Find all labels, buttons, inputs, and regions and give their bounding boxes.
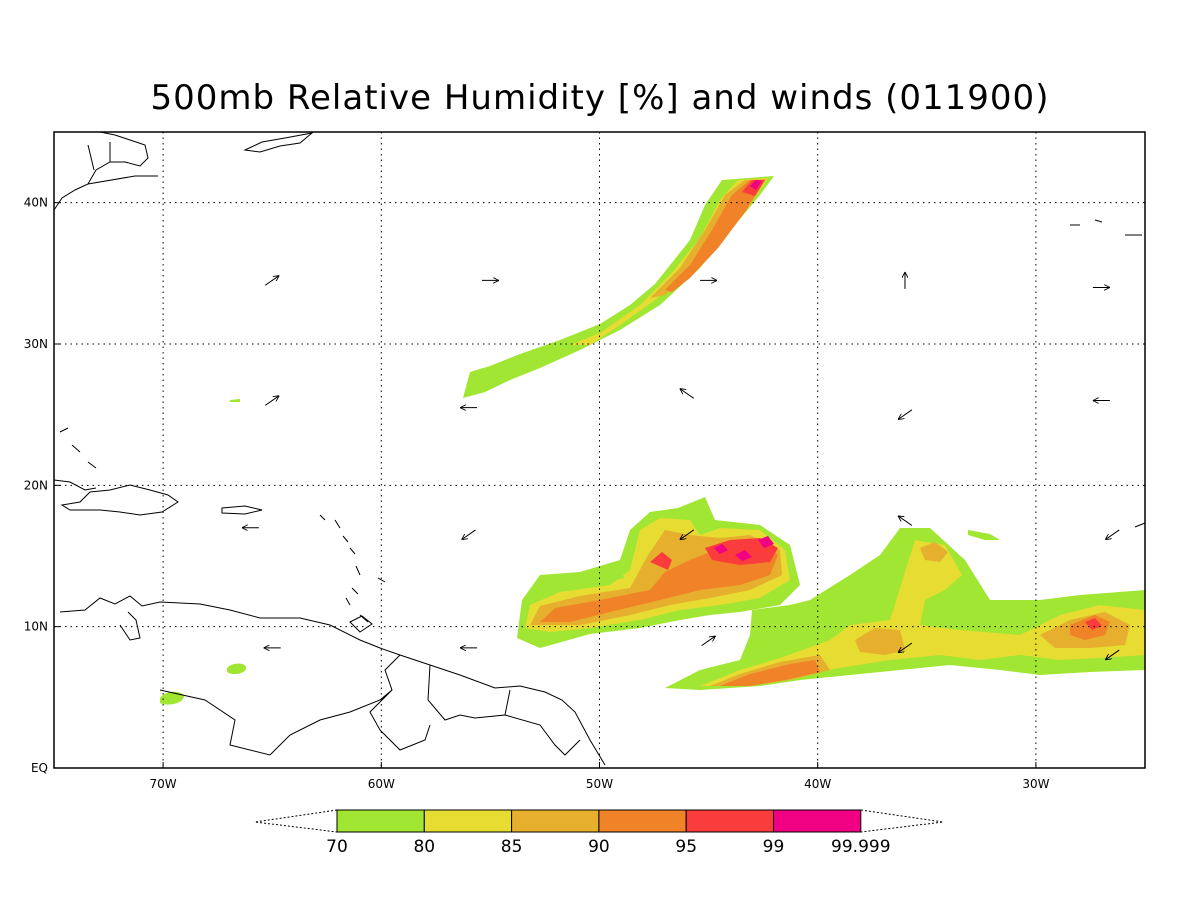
rh-99-north — [750, 180, 762, 190]
coastline-azores — [1070, 219, 1142, 236]
humidity-field — [160, 176, 1145, 705]
rh-95-central — [650, 538, 778, 570]
colorbar-box — [685, 809, 775, 833]
colorbar-box — [423, 809, 513, 833]
lat-tick-label: 40N — [24, 196, 48, 210]
colorbar-box — [336, 809, 425, 833]
coastline-cape-verde — [1134, 522, 1145, 528]
colorbar-box — [598, 809, 687, 833]
coastline-lake-maracaibo — [119, 611, 141, 641]
wind-vector-arrow — [264, 396, 279, 406]
rh-99-central — [714, 536, 774, 561]
humidity-region-central-cluster — [517, 497, 800, 648]
coastline-borders — [159, 654, 581, 756]
rh-patch-caribbean-1 — [227, 663, 246, 675]
wind-vector-arrow — [264, 276, 279, 286]
coastline-north-america — [54, 132, 149, 211]
map-frame — [53, 131, 1146, 769]
colorbar-level-label: 70 — [326, 837, 348, 857]
axis-labels: 70W 60W 50W 40W 30W EQ 10N 20N 30N 40N — [24, 196, 1050, 791]
humidity-region-north-band — [463, 176, 774, 398]
humidity-region-southern-band — [665, 528, 1145, 690]
rh-patch-sliver-2 — [968, 530, 1000, 540]
wind-vector-arrow — [898, 409, 913, 420]
coastline-lesser-antilles — [319, 514, 386, 623]
rh-70-north — [463, 176, 774, 398]
gridlines — [54, 132, 1145, 768]
wind-vector-arrow — [898, 642, 913, 653]
coastline-cuba — [54, 479, 97, 491]
colorbar: 70 80 85 90 95 99 99.999 — [254, 809, 944, 857]
colorbar-level-label: 90 — [588, 837, 610, 857]
rh-90-south — [720, 615, 1110, 686]
wind-vector-arrow — [1105, 649, 1120, 660]
colorbar-level-label: 99.999 — [831, 837, 890, 857]
colorbar-box — [773, 809, 862, 833]
lon-tick-label: 30W — [1022, 777, 1049, 791]
colorbar-right-extension — [860, 809, 944, 833]
lat-tick-label: 20N — [24, 478, 48, 492]
wind-vector-arrow — [1105, 529, 1120, 540]
rh-patch-caribbean-2 — [160, 691, 184, 705]
wind-vector-arrow — [680, 529, 695, 540]
colorbar-boxes — [336, 809, 862, 833]
lon-tick-label: 60W — [368, 777, 395, 791]
lat-tick-label: EQ — [31, 761, 48, 775]
lat-tick-label: 10N — [24, 620, 48, 634]
lon-tick-label: 70W — [150, 777, 177, 791]
lat-tick-label: 30N — [24, 337, 48, 351]
wind-vectors — [241, 271, 1120, 660]
colorbar-level-label: 99 — [763, 837, 785, 857]
colorbar-level-label: 80 — [413, 837, 435, 857]
coastline-trinidad — [349, 615, 373, 633]
wind-vector-arrow — [898, 516, 913, 526]
colorbar-box — [511, 809, 600, 833]
wind-vector-arrow — [701, 636, 716, 647]
rh-90-north — [665, 180, 765, 292]
rh-80-south — [700, 540, 1145, 686]
lon-tick-label: 50W — [586, 777, 613, 791]
coastline-south-america — [59, 595, 606, 766]
colorbar-labels: 70 80 85 90 95 99 99.999 — [326, 837, 890, 857]
rh-patch-sliver-1 — [230, 399, 240, 402]
coastline-nova-scotia — [243, 132, 314, 153]
coastline-hispaniola — [60, 484, 179, 516]
colorbar-left-extension — [254, 809, 338, 833]
colorbar-level-label: 95 — [675, 837, 697, 857]
lon-tick-label: 40W — [804, 777, 831, 791]
chart-title: 500mb Relative Humidity [%] and winds (0… — [150, 78, 1050, 118]
coastlines — [54, 132, 1145, 766]
coastline-us-border — [87, 142, 158, 185]
colorbar-level-label: 85 — [501, 837, 523, 857]
coastline-bahamas — [59, 427, 97, 469]
rh-95-south — [1085, 618, 1102, 630]
wind-vector-arrow — [680, 389, 695, 399]
rh-patch-sliver-3 — [580, 572, 625, 584]
wind-vector-arrow — [462, 529, 476, 540]
coastline-puerto-rico — [221, 505, 263, 515]
rh-85-south — [710, 542, 1130, 686]
